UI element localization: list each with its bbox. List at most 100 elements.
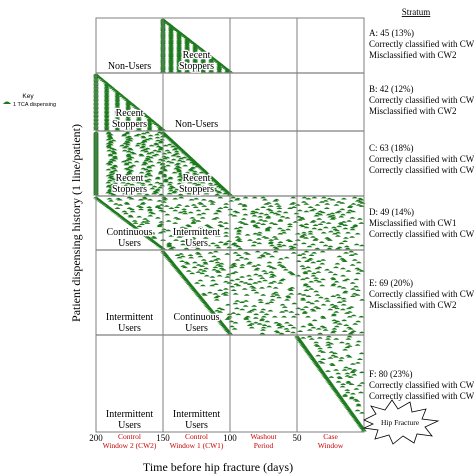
dispensing-mark — [337, 377, 344, 379]
dispensing-mark — [129, 178, 136, 181]
dispensing-mark — [168, 67, 174, 69]
dispensing-mark — [348, 306, 355, 308]
dispensing-mark — [147, 134, 154, 137]
dispensing-mark — [103, 109, 110, 112]
dispensing-mark — [176, 37, 183, 40]
dispensing-mark — [332, 352, 338, 355]
dispensing-mark — [344, 389, 351, 391]
dispensing-mark — [151, 237, 158, 239]
dispensing-mark — [305, 285, 312, 288]
dispensing-mark — [176, 166, 183, 169]
dispensing-mark — [103, 128, 110, 131]
stratum-label-F: F: 80 (23%) Correctly classified with CW1… — [369, 369, 474, 401]
dispensing-mark — [334, 211, 341, 214]
dispensing-mark — [176, 169, 183, 172]
dispensing-mark — [139, 182, 146, 185]
dispensing-mark — [349, 228, 356, 231]
dispensing-mark — [249, 212, 256, 215]
dispensing-mark — [243, 294, 250, 296]
dispensing-mark — [217, 265, 224, 267]
dispensing-mark — [111, 148, 118, 151]
dispensing-mark — [256, 242, 263, 245]
dispensing-mark — [252, 224, 259, 226]
dispensing-mark — [196, 180, 203, 183]
dispensing-mark — [271, 315, 278, 318]
dispensing-mark — [317, 347, 324, 350]
dispensing-mark — [274, 203, 280, 205]
dispensing-mark — [319, 262, 326, 265]
dispensing-mark — [200, 58, 207, 61]
dispensing-mark — [211, 228, 218, 231]
dispensing-mark — [168, 61, 174, 63]
dispensing-mark — [154, 133, 160, 136]
dispensing-mark — [250, 220, 257, 222]
dispensing-mark — [322, 199, 329, 202]
dispensing-mark — [261, 269, 268, 272]
dispensing-mark — [241, 288, 248, 290]
dispensing-mark — [250, 244, 257, 247]
dispensing-mark — [292, 243, 299, 246]
dispensing-mark — [160, 200, 167, 203]
dispensing-mark — [158, 204, 165, 206]
dispensing-mark — [310, 235, 316, 238]
dispensing-mark — [137, 198, 144, 201]
dispensing-mark — [103, 96, 110, 99]
dispensing-mark — [147, 137, 154, 140]
dispensing-mark — [151, 185, 158, 188]
dispensing-mark — [168, 32, 174, 35]
dispensing-mark — [224, 318, 231, 320]
dispensing-mark — [125, 108, 132, 111]
dispensing-mark — [262, 251, 269, 254]
dispensing-mark — [222, 222, 229, 224]
dispensing-mark — [105, 168, 112, 171]
dispensing-mark — [168, 51, 174, 54]
dispensing-mark — [316, 280, 323, 283]
dispensing-mark — [190, 204, 197, 206]
dispensing-mark — [114, 96, 121, 99]
dispensing-mark — [274, 331, 281, 334]
dispensing-mark — [218, 262, 225, 265]
stratum-header: Stratum — [402, 7, 431, 17]
dispensing-mark — [354, 399, 361, 402]
dispensing-mark — [112, 180, 119, 183]
dispensing-mark — [200, 70, 207, 73]
dispensing-mark — [321, 326, 328, 329]
dispensing-mark — [274, 294, 281, 296]
dispensing-mark — [295, 274, 302, 277]
dispensing-mark — [248, 326, 255, 329]
dispensing-mark — [173, 239, 179, 241]
dispensing-mark — [335, 231, 342, 234]
dispensing-mark — [315, 354, 322, 357]
dispensing-mark — [106, 84, 113, 87]
dispensing-mark — [112, 165, 119, 168]
dispensing-mark — [184, 69, 191, 72]
dispensing-mark — [304, 277, 310, 279]
dispensing-mark — [168, 34, 174, 36]
dispensing-mark — [135, 125, 142, 128]
dispensing-mark — [135, 174, 142, 177]
dispensing-mark — [296, 209, 303, 212]
dispensing-mark — [343, 324, 350, 326]
stratum-label-C: C: 63 (18%) Correctly classified with CW1… — [369, 143, 474, 175]
dispensing-mark — [168, 38, 174, 41]
dispensing-mark — [114, 207, 121, 209]
dispensing-mark — [195, 271, 202, 273]
dispensing-mark — [276, 263, 283, 266]
dispensing-mark — [166, 244, 173, 247]
dispensing-mark — [326, 346, 333, 349]
dispensing-mark — [290, 206, 297, 208]
dispensing-mark — [238, 280, 245, 283]
dispensing-mark — [216, 210, 223, 213]
dispensing-mark — [103, 111, 110, 113]
dispensing-mark — [307, 230, 314, 233]
dispensing-mark — [267, 309, 274, 312]
dispensing-mark — [146, 166, 153, 169]
dispensing-mark — [287, 225, 293, 228]
dispensing-mark — [250, 221, 257, 223]
dispensing-mark — [188, 256, 195, 259]
dispensing-mark — [224, 253, 231, 255]
dispensing-mark — [311, 251, 318, 254]
dispensing-mark — [317, 349, 324, 352]
dispensing-mark — [294, 204, 301, 206]
dispensing-mark — [327, 308, 334, 311]
